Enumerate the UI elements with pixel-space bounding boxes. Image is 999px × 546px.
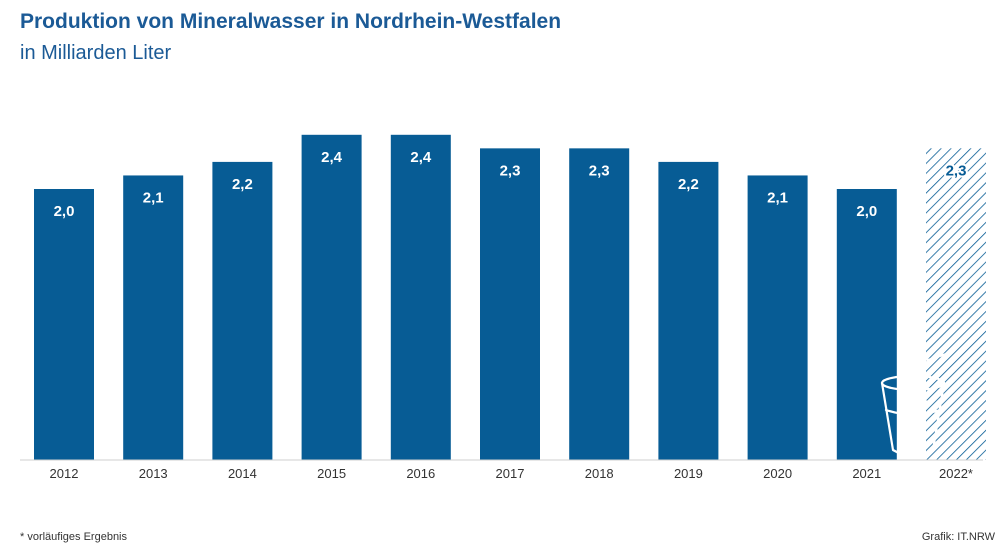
x-tick-label-2018: 2018 — [585, 466, 614, 481]
value-label-2013: 2,1 — [143, 189, 164, 206]
value-label-2021: 2,0 — [856, 203, 877, 220]
value-label-2012: 2,0 — [54, 203, 75, 220]
bar-2022 — [926, 148, 986, 460]
bar-2016 — [390, 134, 451, 461]
bar-2020 — [747, 175, 808, 460]
bar-2019 — [658, 161, 719, 460]
bar-2017 — [480, 148, 540, 460]
x-tick-label-2019: 2019 — [674, 466, 703, 481]
value-label-2014: 2,2 — [232, 176, 253, 193]
chart-subtitle: in Milliarden Liter — [20, 42, 172, 64]
source-credit: Grafik: IT.NRW — [921, 531, 995, 543]
value-label-2017: 2,3 — [500, 162, 521, 179]
x-tick-label-2021: 2021 — [852, 466, 881, 481]
bar-2014 — [212, 161, 273, 460]
footnote: * vorläufiges Ergebnis — [20, 531, 128, 543]
x-tick-label-2013: 2013 — [139, 466, 168, 481]
x-tick-label-2012: 2012 — [50, 466, 79, 481]
bar-2015 — [301, 134, 362, 461]
value-label-2018: 2,3 — [589, 162, 610, 179]
bar-2018 — [569, 148, 630, 460]
bar-2013 — [123, 175, 184, 460]
x-tick-label-2014: 2014 — [228, 466, 257, 481]
value-label-2019: 2,2 — [678, 176, 699, 193]
value-label-2015: 2,4 — [321, 149, 343, 166]
bar-2012 — [34, 189, 94, 460]
value-label-2016: 2,4 — [410, 149, 432, 166]
value-label-2020: 2,1 — [767, 189, 788, 206]
x-tick-label-2015: 2015 — [317, 466, 346, 481]
x-tick-label-2020: 2020 — [763, 466, 792, 481]
value-label-2022: 2,3 — [946, 162, 967, 179]
x-tick-label-2022: 2022* — [939, 466, 973, 481]
x-tick-label-2017: 2017 — [496, 466, 525, 481]
chart-title: Produktion von Mineralwasser in Nordrhei… — [20, 10, 562, 33]
glass-with-straw-icon — [880, 349, 951, 458]
x-tick-label-2016: 2016 — [406, 466, 435, 481]
